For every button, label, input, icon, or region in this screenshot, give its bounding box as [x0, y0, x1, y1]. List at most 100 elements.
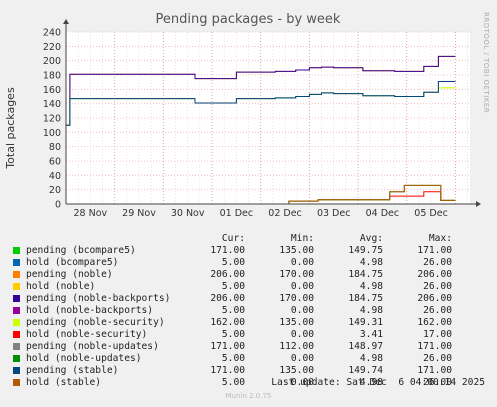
legend-avg: 148.97: [348, 341, 383, 352]
legend-swatch: [13, 259, 20, 266]
legend-cur: 5.00: [221, 353, 245, 364]
legend-cur: 206.00: [210, 293, 245, 304]
legend-label: hold (noble-updates): [26, 353, 142, 364]
legend-max: 171.00: [417, 365, 452, 376]
y-tick-label: 140: [43, 99, 61, 110]
legend-label: hold (noble-security): [26, 329, 148, 340]
legend-cur: 171.00: [210, 245, 245, 256]
header-min: Min:: [290, 233, 314, 244]
legend-avg: 149.75: [348, 245, 383, 256]
legend-row: hold (noble-security) 5.00 0.00 3.41 17.00: [10, 329, 490, 341]
legend-avg: 4.98: [359, 305, 383, 316]
legend-label: hold (bcompare5): [26, 257, 119, 268]
x-tick-label: 01 Dec: [220, 208, 254, 219]
y-tick-label: 20: [49, 185, 61, 196]
rrdtool-label: RRDTOOL / TOBI OETIKER: [482, 12, 490, 113]
legend-max: 17.00: [423, 329, 452, 340]
legend-row: hold (stable) 5.00 0.00 4.98 26.00: [10, 377, 490, 389]
legend-max: 26.00: [423, 257, 452, 268]
legend-swatch: [13, 283, 20, 290]
legend-min: 112.00: [279, 341, 314, 352]
legend-max: 206.00: [417, 293, 452, 304]
legend-row: hold (noble-updates) 5.00 0.00 4.98 26.00: [10, 353, 490, 365]
legend-avg: 149.74: [348, 365, 383, 376]
header-max: Max:: [428, 233, 452, 244]
legend-swatch: [13, 307, 20, 314]
legend-swatch: [13, 331, 20, 338]
legend-cur: 5.00: [221, 257, 245, 268]
legend-avg: 4.98: [359, 281, 383, 292]
legend-min: 0.00: [290, 353, 314, 364]
legend-cur: 171.00: [210, 341, 245, 352]
legend-cur: 171.00: [210, 365, 245, 376]
legend-label: pending (noble-updates): [26, 341, 159, 352]
legend-min: 0.00: [290, 329, 314, 340]
legend-min: 0.00: [290, 377, 314, 388]
legend-max: 26.00: [423, 305, 452, 316]
legend-label: hold (noble-backports): [26, 305, 154, 316]
series-line: [66, 55, 456, 126]
legend-header: Cur: Min: Avg: Max:: [10, 233, 490, 245]
legend-cur: 206.00: [210, 269, 245, 280]
legend-label: pending (noble): [26, 269, 113, 280]
series-line: [66, 184, 456, 205]
legend-max: 206.00: [417, 269, 452, 280]
legend-min: 135.00: [279, 317, 314, 328]
legend-row: pending (noble-updates) 171.00 112.00 148.9…: [10, 341, 490, 353]
legend-swatch: [13, 355, 20, 362]
legend-max: 162.00: [417, 317, 452, 328]
legend: Cur: Min: Avg: Max: pending (bcompare5) 1…: [10, 233, 490, 389]
legend-avg: 4.98: [359, 377, 383, 388]
munin-version: Munin 2.0.75: [225, 392, 272, 400]
legend-row: pending (noble-backports) 206.00 170.00 184…: [10, 293, 490, 305]
x-tick-label: 29 Nov: [122, 208, 156, 219]
legend-avg: 3.41: [359, 329, 383, 340]
legend-label: hold (noble): [26, 281, 96, 292]
legend-label: hold (stable): [26, 377, 102, 388]
y-tick-label: 160: [43, 85, 61, 96]
legend-cur: 5.00: [221, 281, 245, 292]
y-tick-label: 40: [49, 171, 61, 182]
legend-swatch: [13, 343, 20, 350]
legend-max: 26.00: [423, 353, 452, 364]
legend-swatch: [13, 379, 20, 386]
legend-avg: 184.75: [348, 269, 383, 280]
legend-label: pending (bcompare5): [26, 245, 136, 256]
header-cur: Cur:: [221, 233, 245, 244]
legend-cur: 5.00: [221, 329, 245, 340]
chart-title: Pending packages - by week: [156, 12, 341, 27]
legend-swatch: [13, 319, 20, 326]
y-tick-label: 0: [55, 200, 61, 211]
legend-cur: 5.00: [221, 377, 245, 388]
legend-max: 26.00: [423, 281, 452, 292]
legend-cur: 5.00: [221, 305, 245, 316]
legend-row: pending (noble-security) 162.00 135.00 149.…: [10, 317, 490, 329]
legend-swatch: [13, 247, 20, 254]
last-update: Last update: Sat Dec 6 04:00:14 2025: [271, 377, 485, 388]
y-tick-label: 80: [49, 142, 61, 153]
y-tick-label: 200: [43, 56, 61, 67]
legend-min: 170.00: [279, 269, 314, 280]
x-tick-label: 30 Nov: [171, 208, 205, 219]
legend-label: pending (noble-backports): [26, 293, 171, 304]
x-axis-arrow: [476, 201, 481, 207]
legend-min: 0.00: [290, 257, 314, 268]
y-tick-label: 180: [43, 71, 61, 82]
legend-avg: 149.31: [348, 317, 383, 328]
legend-avg: 4.98: [359, 257, 383, 268]
header-avg: Avg:: [359, 233, 383, 244]
x-tick-label: 04 Dec: [366, 208, 400, 219]
legend-row: hold (noble) 5.00 0.00 4.98 26.00: [10, 281, 490, 293]
legend-row: pending (stable) 171.00 135.00 149.74 171.00: [10, 365, 490, 377]
legend-min: 135.00: [279, 245, 314, 256]
legend-min: 0.00: [290, 305, 314, 316]
legend-swatch: [13, 295, 20, 302]
y-axis-arrow: [63, 19, 69, 24]
legend-swatch: [13, 271, 20, 278]
legend-row: pending (bcompare5) 171.00 135.00 149.75 171…: [10, 245, 490, 257]
legend-row: pending (noble) 206.00 170.00 184.75 206.00: [10, 269, 490, 281]
legend-min: 0.00: [290, 281, 314, 292]
legend-rows: pending (bcompare5) 171.00 135.00 149.75 171…: [10, 245, 490, 389]
legend-cur: 162.00: [210, 317, 245, 328]
legend-avg: 184.75: [348, 293, 383, 304]
